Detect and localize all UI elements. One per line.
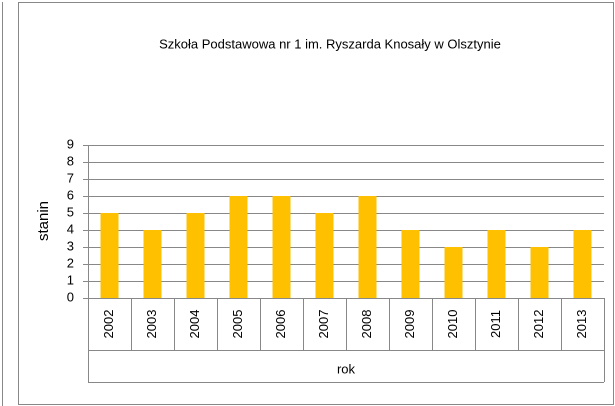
y-tick-label: 3 [67,238,74,253]
y-tick-label: 7 [67,170,74,185]
chart-frame [18,2,614,405]
bar [487,230,506,298]
x-tick-label: 2004 [187,310,202,339]
bar [573,230,592,298]
x-tick-label: 2011 [488,310,503,338]
bar [186,213,205,298]
x-tick-label: 2012 [531,310,546,339]
y-tick-label: 0 [67,289,74,304]
bar [143,230,162,298]
bar [444,247,463,298]
bar [315,213,334,298]
left-edge [2,2,3,406]
y-tick-label: 5 [67,204,74,219]
x-tick-label: 2013 [574,310,589,339]
y-tick-label: 6 [67,187,74,202]
bar [229,196,248,298]
x-axis-label: rok [337,361,356,376]
bar [401,230,420,298]
x-tick-label: 2005 [230,310,245,339]
bar [272,196,291,298]
y-axis-label: stanin [35,201,52,241]
y-tick-label: 8 [67,153,74,168]
x-tick-label: 2002 [101,310,116,339]
x-tick-label: 2009 [402,310,417,339]
bar [530,247,549,298]
x-tick-label: 2008 [359,310,374,339]
bar [100,213,119,298]
x-tick-label: 2006 [273,310,288,339]
bar [358,196,377,298]
x-tick-label: 2007 [316,310,331,339]
y-tick-label: 4 [67,221,74,236]
y-tick-label: 2 [67,255,74,270]
chart-title: Szkoła Podstawowa nr 1 im. Ryszarda Knos… [159,36,501,51]
y-tick-label: 9 [67,136,74,151]
x-tick-label: 2003 [144,310,159,339]
x-tick-label: 2010 [445,310,460,339]
y-tick-label: 1 [67,272,74,287]
